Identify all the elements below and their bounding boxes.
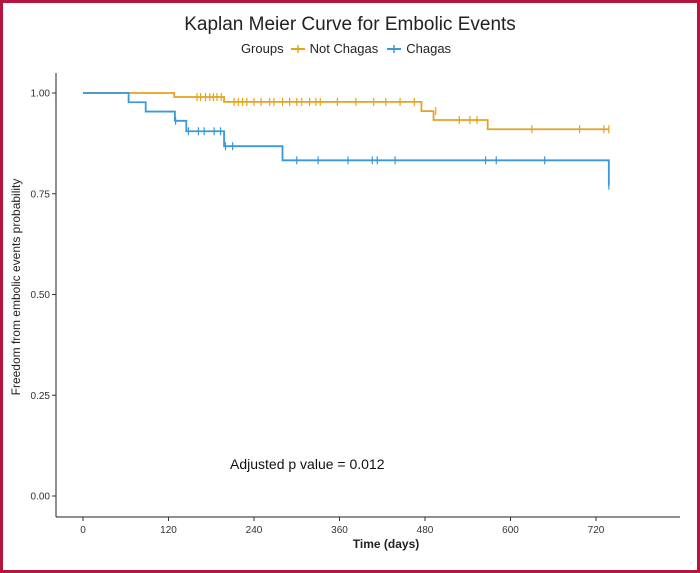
x-tick-label-0: 0 [80, 525, 86, 536]
x-axis-title: Time (days) [353, 537, 419, 551]
legend-item-chagas: Chagas [386, 41, 451, 56]
legend-title: Groups [240, 41, 284, 56]
x-tick-label-720: 720 [588, 525, 605, 536]
y-axis-title: Freedom from embolic events probability [9, 179, 23, 396]
x-tick-label-240: 240 [246, 525, 263, 536]
legend-swatch-not-chagas [290, 44, 305, 53]
chart-title: Kaplan Meier Curve for Embolic Events [184, 14, 516, 35]
y-tick-label-0: 0.00 [31, 492, 51, 503]
p-value-annotation: Adjusted p value = 0.012 [230, 456, 385, 472]
legend: Groups Not Chagas Chagas [0, 41, 700, 56]
legend-label-not-chagas: Not Chagas [309, 41, 379, 56]
legend-swatch-chagas [387, 44, 402, 53]
x-tick-label-480: 480 [417, 525, 434, 536]
legend-label-chagas: Chagas [406, 41, 452, 56]
legend-item-not-chagas: Not Chagas [290, 41, 379, 56]
y-tick-label-0.5: 0.50 [31, 290, 51, 301]
x-tick-label-600: 600 [502, 525, 519, 536]
y-tick-label-0.75: 0.75 [31, 189, 51, 200]
series-line-not-chagas [83, 92, 609, 131]
y-tick-label-0.25: 0.25 [31, 391, 51, 402]
y-tick-label-1: 1.00 [31, 89, 51, 100]
x-tick-label-120: 120 [160, 525, 177, 536]
series-line-chagas [83, 92, 610, 186]
x-tick-label-360: 360 [331, 525, 348, 536]
